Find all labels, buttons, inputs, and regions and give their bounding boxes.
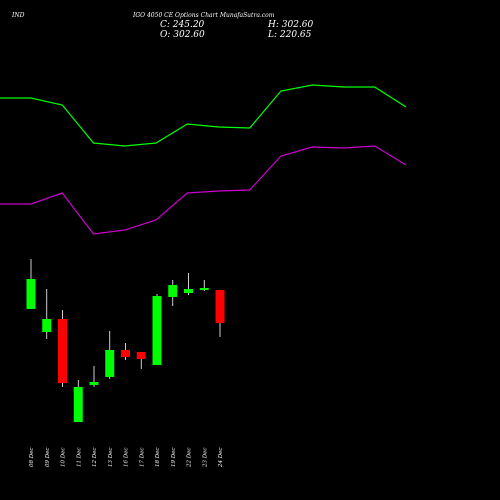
candle-9 bbox=[152, 294, 162, 365]
candle-11 bbox=[184, 273, 193, 295]
candle-body bbox=[58, 319, 67, 383]
candles-layer bbox=[26, 259, 225, 422]
x-tick-label: 23 Dec bbox=[202, 448, 208, 469]
candle-body bbox=[26, 279, 36, 309]
low-value: L: 220.65 bbox=[268, 30, 312, 40]
candle-4 bbox=[73, 380, 83, 422]
x-tick-label: 10 Dec bbox=[61, 448, 67, 468]
candle-body bbox=[89, 382, 99, 385]
candle-body bbox=[184, 289, 193, 293]
x-tick-label: 19 Dec bbox=[171, 448, 177, 468]
lower-band-line bbox=[0, 145, 407, 235]
candle-12 bbox=[199, 280, 209, 291]
upper-band-line bbox=[0, 84, 407, 147]
x-tick-label: 12 Dec bbox=[92, 448, 98, 468]
candle-10 bbox=[168, 280, 178, 306]
candle-body bbox=[168, 285, 178, 297]
x-tick-label: 16 Dec bbox=[124, 448, 130, 468]
x-tick-label: 11 Dec bbox=[76, 448, 82, 468]
x-axis-labels: 08 Dec 09 Dec 10 Dec 11 Dec 12 Dec 13 Dec 16 D… bbox=[29, 448, 224, 469]
candle-1 bbox=[26, 259, 36, 309]
candle-2 bbox=[42, 289, 52, 339]
candle-7 bbox=[121, 343, 130, 360]
candle-body bbox=[152, 296, 162, 365]
candle-3 bbox=[58, 310, 67, 387]
open-value: O: 302.60 bbox=[160, 30, 205, 40]
candle-8 bbox=[136, 352, 146, 369]
chart-symbol: IND bbox=[12, 12, 25, 19]
candle-5 bbox=[89, 366, 99, 387]
high-value: H: 302.60 bbox=[268, 20, 314, 30]
x-tick-label: 13 Dec bbox=[108, 448, 114, 468]
candle-body bbox=[199, 288, 209, 290]
x-tick-label: 22 Dec bbox=[187, 448, 193, 469]
bands-layer bbox=[0, 84, 407, 235]
x-tick-label: 17 Dec bbox=[139, 448, 145, 468]
candle-body bbox=[215, 290, 225, 323]
close-value: C: 245.20 bbox=[160, 20, 205, 30]
candle-body bbox=[136, 352, 146, 359]
candle-13 bbox=[215, 290, 225, 337]
x-tick-label: 08 Dec bbox=[29, 448, 35, 468]
x-tick-label: 18 Dec bbox=[155, 448, 161, 468]
candle-body bbox=[121, 350, 130, 357]
candle-body bbox=[73, 387, 83, 422]
candle-6 bbox=[105, 331, 115, 379]
x-tick-label: 24 Dec bbox=[218, 448, 224, 469]
candle-body bbox=[105, 350, 115, 377]
candle-body bbox=[42, 319, 52, 332]
chart-subtitle: IGO 4050 CE Options Chart MunafaSutra.co… bbox=[133, 12, 275, 19]
x-tick-label: 09 Dec bbox=[45, 448, 51, 468]
